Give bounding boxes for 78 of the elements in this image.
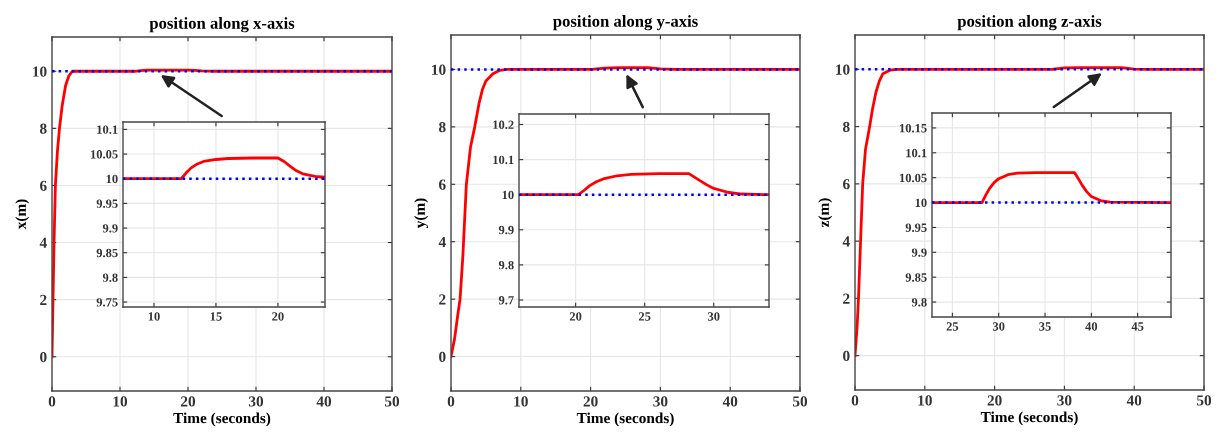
x-tick-label: 15 bbox=[210, 312, 222, 321]
y-tick-label: 0 bbox=[843, 350, 850, 362]
x-tick-label: 20 bbox=[181, 396, 196, 407]
y-tick-label: 10 bbox=[915, 198, 927, 208]
x-tick-label: 40 bbox=[316, 396, 332, 407]
y-tick-label: 10 bbox=[502, 190, 514, 200]
x-tick-label: 35 bbox=[1039, 322, 1051, 331]
y-tick-label: 2 bbox=[439, 294, 446, 305]
x-tick-label: 0 bbox=[447, 396, 455, 407]
y-tick-label: 9.9 bbox=[102, 224, 118, 233]
x-tick-label: 50 bbox=[384, 396, 400, 407]
y-tick-label: 10.1 bbox=[906, 148, 927, 158]
x-tick-label: 10 bbox=[148, 312, 160, 321]
x-tick-label: 0 bbox=[851, 395, 859, 406]
y-tick-label: 10 bbox=[106, 174, 118, 184]
y-tick-label: 9.85 bbox=[905, 273, 927, 282]
y-tick-label: 10 bbox=[836, 64, 850, 75]
x-axis-title: Time (seconds) bbox=[173, 412, 271, 427]
y-tick-label: 9.8 bbox=[911, 298, 927, 307]
x-tick-label: 0 bbox=[48, 396, 56, 407]
y-tick-label: 4 bbox=[842, 236, 850, 247]
y-tick-label: 10 bbox=[33, 66, 47, 77]
x-tick-label: 30 bbox=[707, 312, 720, 321]
y-tick-label: 0 bbox=[40, 351, 47, 363]
y-tick-label: 10 bbox=[432, 64, 446, 75]
x-tick-label: 50 bbox=[1196, 395, 1212, 406]
x-tick-label: 25 bbox=[946, 322, 959, 331]
x-tick-label: 20 bbox=[583, 396, 598, 407]
y-tick-label: 10.15 bbox=[900, 123, 927, 133]
y-tick-label: 9.95 bbox=[905, 223, 927, 232]
x-tick-label: 30 bbox=[992, 322, 1005, 331]
y-tick-label: 10.1 bbox=[97, 125, 118, 134]
y-tick-label: 6 bbox=[40, 180, 47, 191]
y-tick-label: 2 bbox=[40, 294, 47, 305]
y-tick-label: 9.85 bbox=[96, 248, 118, 258]
y-tick-label: 9.9 bbox=[911, 248, 927, 257]
y-tick-label: 9.7 bbox=[498, 296, 514, 305]
y-tick-label: 10.05 bbox=[900, 173, 927, 183]
y-tick-label: 6 bbox=[843, 179, 850, 190]
x-tick-label: 30 bbox=[1057, 395, 1072, 406]
y-axis-title: y(m) bbox=[414, 198, 429, 229]
x-tick-label: 45 bbox=[1131, 322, 1144, 331]
y-tick-label: 9.95 bbox=[96, 199, 118, 208]
x-tick-label: 30 bbox=[248, 396, 264, 407]
x-tick-label: 20 bbox=[569, 312, 582, 321]
x-tick-label: 20 bbox=[272, 312, 284, 321]
y-tick-label: 10.2 bbox=[493, 120, 514, 130]
y-tick-label: 9.75 bbox=[96, 298, 118, 307]
x-tick-label: 50 bbox=[792, 396, 808, 407]
y-tick-label: 6 bbox=[439, 179, 446, 190]
y-tick-label: 10.1 bbox=[493, 155, 514, 165]
y-tick-label: 4 bbox=[39, 237, 47, 248]
x-tick-label: 10 bbox=[514, 396, 528, 407]
y-axis-title: z(m) bbox=[818, 198, 833, 228]
x-tick-label: 20 bbox=[987, 395, 1002, 406]
chart-title: position along z-axis bbox=[957, 15, 1102, 31]
x-tick-label: 10 bbox=[113, 396, 128, 407]
x-tick-label: 25 bbox=[638, 312, 651, 321]
x-tick-label: 40 bbox=[722, 396, 738, 407]
x-tick-label: 30 bbox=[653, 396, 668, 407]
y-tick-label: 9.8 bbox=[498, 260, 514, 270]
y-tick-label: 9.8 bbox=[102, 273, 118, 282]
y-tick-label: 4 bbox=[438, 236, 446, 248]
line-series bbox=[123, 156, 325, 181]
y-tick-label: 2 bbox=[843, 293, 850, 304]
y-tick-label: 8 bbox=[843, 121, 850, 133]
chart-title: position along y-axis bbox=[553, 15, 698, 31]
y-tick-label: 9.9 bbox=[498, 225, 514, 235]
y-tick-label: 8 bbox=[40, 123, 47, 134]
x-tick-label: 40 bbox=[1085, 322, 1098, 331]
x-tick-label: 40 bbox=[1126, 395, 1142, 406]
chart-title: position along x-axis bbox=[149, 17, 295, 33]
y-axis-title: x(m) bbox=[15, 199, 30, 230]
x-axis-title: Time (seconds) bbox=[576, 412, 674, 427]
y-tick-label: 10.05 bbox=[91, 150, 118, 159]
y-tick-label: 8 bbox=[439, 122, 446, 133]
x-axis-title: Time (seconds) bbox=[980, 411, 1078, 426]
y-tick-label: 0 bbox=[439, 351, 446, 362]
